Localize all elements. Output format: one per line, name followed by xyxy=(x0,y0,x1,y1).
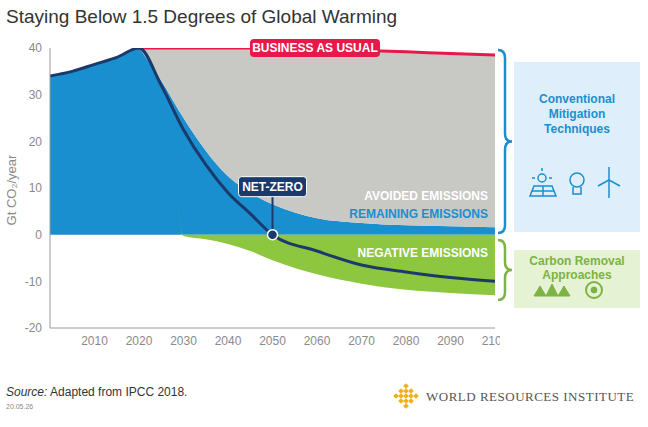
svg-text:2080: 2080 xyxy=(393,334,420,348)
html-text:BUSINESS AS USUAL: BUSINESS AS USUAL xyxy=(252,41,378,55)
svg-text:-20: -20 xyxy=(25,321,43,335)
svg-text:2020: 2020 xyxy=(126,334,153,348)
svg-text:2050: 2050 xyxy=(259,334,286,348)
svg-text:2060: 2060 xyxy=(304,334,331,348)
svg-text:2010: 2010 xyxy=(81,334,108,348)
html-text:20.05.26: 20.05.26 xyxy=(6,403,34,410)
html-text:REMAINING EMISSIONS: REMAINING EMISSIONS xyxy=(349,207,488,221)
svg-text:2090: 2090 xyxy=(437,334,464,348)
html-text:Carbon Removal Approaches: Carbon Removal Approaches xyxy=(529,254,625,282)
svg-text:30: 30 xyxy=(29,88,43,102)
html-text:Source: Adapted from IPCC 2018: Source: Adapted from IPCC 2018. xyxy=(6,385,188,399)
svg-text:10: 10 xyxy=(29,181,43,195)
svg-text:0: 0 xyxy=(35,228,42,242)
html-text:WORLD RESOURCES INSTITUTE: WORLD RESOURCES INSTITUTE xyxy=(426,389,635,404)
svg-text:2030: 2030 xyxy=(170,334,197,348)
svg-text:2040: 2040 xyxy=(215,334,242,348)
html-text:AVOIDED EMISSIONS: AVOIDED EMISSIONS xyxy=(364,189,488,203)
svg-text:Gt CO₂/year: Gt CO₂/year xyxy=(8,154,19,225)
svg-text:NET-ZERO: NET-ZERO xyxy=(242,180,303,194)
svg-text:-10: -10 xyxy=(25,275,43,289)
svg-text:40: 40 xyxy=(29,41,43,55)
html-text:Conventional Mitigation Techni: Conventional Mitigation Techniques xyxy=(539,92,615,136)
html-text:NEGATIVE EMISSIONS: NEGATIVE EMISSIONS xyxy=(357,246,488,260)
svg-text:20: 20 xyxy=(29,135,43,149)
html-text:Staying Below 1.5 Degrees of G: Staying Below 1.5 Degrees of Global Warm… xyxy=(6,6,398,27)
svg-text:2100: 2100 xyxy=(482,334,500,348)
svg-text:2070: 2070 xyxy=(348,334,375,348)
